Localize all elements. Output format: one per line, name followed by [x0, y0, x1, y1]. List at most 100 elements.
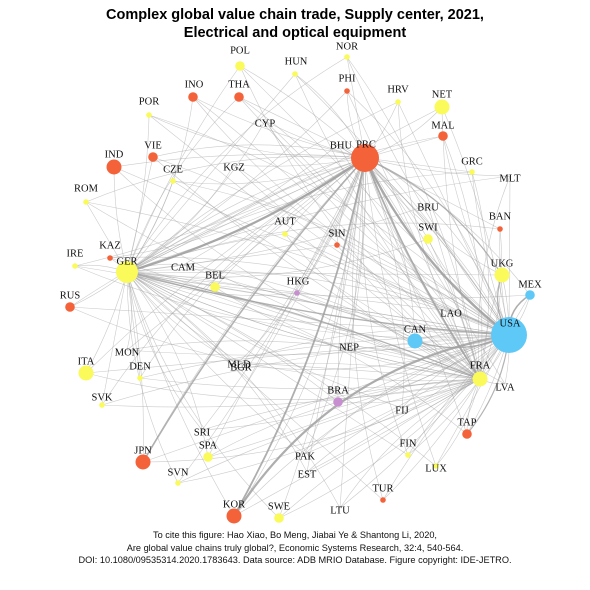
- node-jpn: [135, 454, 151, 470]
- label-ltu: LTU: [330, 505, 350, 516]
- edge-spa-usa: [207, 334, 510, 458]
- edge-den-usa: [139, 334, 510, 379]
- edge-por-usa: [148, 114, 510, 336]
- label-hkg: HKG: [287, 276, 310, 287]
- title-line-1: Complex global value chain trade, Supply…: [106, 7, 484, 23]
- node-hkg: [294, 290, 300, 296]
- label-swi: SWI: [418, 222, 438, 233]
- label-cze: CZE: [163, 164, 183, 175]
- edge-kor-prc: [233, 157, 366, 517]
- edge-cze-prc: [172, 157, 366, 185]
- label-pol: POL: [230, 45, 250, 56]
- edge-ltu-ger: [126, 271, 341, 509]
- node-ind: [106, 159, 122, 175]
- edge-sri-ger: [126, 271, 203, 431]
- label-ino: INO: [185, 79, 204, 90]
- edge-jpn-prc: [142, 157, 366, 463]
- edge-ita-ger: [85, 271, 128, 374]
- edge-can-ger: [126, 271, 416, 342]
- label-fin: FIN: [400, 438, 417, 449]
- edge-fin-usa: [407, 334, 510, 456]
- label-sri: SRI: [194, 427, 211, 438]
- edge-mlt-usa: [508, 175, 511, 336]
- edge-pol-prc: [239, 65, 366, 159]
- edge-rom-prc: [85, 155, 366, 203]
- edge-kor-usa: [233, 334, 510, 517]
- label-mex: MEX: [518, 279, 542, 290]
- edge-rus-fra: [69, 306, 481, 382]
- edge-mex-prc: [364, 157, 531, 296]
- label-grc: GRC: [461, 156, 483, 167]
- edge-por-prc: [148, 114, 366, 159]
- edge-phi-ger: [126, 90, 348, 273]
- label-sin: SIN: [329, 228, 346, 239]
- edge-sin-usa: [336, 244, 510, 336]
- label-rus: RUS: [60, 290, 81, 301]
- label-bhu: BHU: [330, 140, 353, 151]
- edge-por-ger: [126, 114, 150, 273]
- label-phi: PHI: [339, 73, 356, 84]
- node-mex: [525, 290, 535, 300]
- edge-lux-ger: [126, 271, 437, 467]
- edge-kor-ger: [126, 271, 235, 517]
- edge-mon-prc: [126, 157, 366, 351]
- edge-mlt-ger: [126, 175, 511, 273]
- edge-ltu-prc: [339, 157, 366, 509]
- edge-lao-ger: [126, 271, 452, 312]
- edge-prc-ukg: [364, 157, 503, 276]
- label-usa: USA: [499, 318, 520, 329]
- label-tap: TAP: [458, 417, 477, 428]
- node-vie: [148, 152, 158, 162]
- edge-lux-fra: [435, 378, 481, 467]
- edge-tha-usa: [238, 96, 510, 336]
- edge-lva-ger: [126, 271, 506, 385]
- edge-prc-fra: [364, 157, 481, 380]
- edge-fin-ger: [126, 271, 409, 456]
- label-svn: SVN: [167, 467, 188, 478]
- label-por: POR: [139, 96, 159, 107]
- label-rom: ROM: [74, 183, 99, 194]
- edge-tha-ger: [126, 96, 240, 273]
- edge-ltu-fra: [339, 378, 481, 509]
- edge-lva-prc: [364, 157, 506, 385]
- label-kgz: KGZ: [223, 162, 245, 173]
- edge-grc-usa: [471, 171, 510, 336]
- label-net: NET: [432, 89, 453, 100]
- label-nor: NOR: [336, 41, 358, 52]
- label-aut: AUT: [274, 216, 296, 227]
- edge-ind-prc: [113, 154, 366, 168]
- node-aut: [282, 231, 288, 237]
- node-hrv: [395, 99, 401, 105]
- edge-est-usa: [306, 334, 510, 473]
- edge-fin-prc: [361, 157, 409, 456]
- edge-svk-fra: [101, 378, 481, 408]
- node-fra: [472, 371, 488, 387]
- label-can: CAN: [404, 324, 427, 335]
- node-hun: [292, 71, 298, 77]
- edge-tha-prc: [238, 96, 366, 159]
- node-sin: [334, 242, 340, 248]
- label-hrv: HRV: [387, 84, 409, 95]
- edge-bru-fra: [427, 204, 481, 380]
- edge-svk-prc: [101, 157, 366, 406]
- edge-est-fra: [306, 378, 481, 473]
- edge-mal-fra: [442, 135, 483, 380]
- edge-nor-ger: [126, 56, 348, 273]
- node-fin: [405, 452, 411, 458]
- node-tap: [462, 429, 472, 439]
- edge-hrv-ger: [126, 101, 399, 273]
- label-bgr: BGR: [230, 362, 252, 373]
- label-cam: CAM: [171, 262, 196, 273]
- edge-svn-fra: [177, 378, 481, 484]
- edge-ita-usa: [85, 334, 510, 374]
- node-bel: [210, 282, 220, 292]
- label-spa: SPA: [199, 440, 218, 451]
- node-nor: [344, 54, 350, 60]
- node-spa: [203, 452, 213, 462]
- edge-pak-ger: [126, 271, 306, 455]
- label-fij: FIJ: [395, 405, 408, 416]
- node-por: [146, 112, 152, 118]
- edge-mex-ger: [126, 271, 531, 299]
- label-ind: IND: [105, 149, 124, 160]
